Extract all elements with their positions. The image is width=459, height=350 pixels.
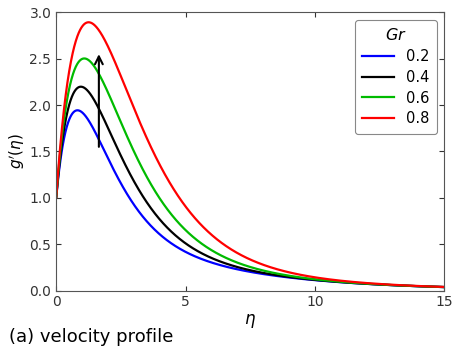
0.2 (53, 196, 59, 200)
0.4 (242, 267, 247, 271)
0.4 (358, 281, 364, 286)
0.8 (430, 285, 435, 289)
0.6 (429, 285, 435, 289)
Y-axis label: $g^{\prime}(\eta)$: $g^{\prime}(\eta)$ (7, 133, 27, 169)
0.2 (73, 108, 78, 113)
Line: 0.6: 0.6 (56, 58, 443, 287)
0.2 (242, 269, 247, 273)
X-axis label: $\eta$: $\eta$ (244, 312, 256, 330)
0.4 (430, 285, 435, 289)
0.2 (75, 108, 80, 112)
0.6 (231, 260, 237, 264)
0.8 (358, 281, 364, 285)
0.2 (429, 285, 435, 289)
0.4 (53, 196, 59, 200)
0.8 (242, 255, 247, 259)
0.2 (430, 285, 435, 289)
0.2 (231, 267, 237, 271)
0.4 (78, 85, 84, 89)
0.8 (86, 20, 91, 24)
Line: 0.4: 0.4 (56, 87, 443, 287)
0.8 (441, 285, 446, 289)
0.6 (242, 263, 247, 267)
Legend: 0.2, 0.4, 0.6, 0.8: 0.2, 0.4, 0.6, 0.8 (354, 20, 436, 134)
0.6 (53, 196, 59, 200)
Text: (a) velocity profile: (a) velocity profile (9, 329, 173, 346)
0.4 (429, 285, 435, 289)
0.6 (441, 285, 446, 289)
Line: 0.2: 0.2 (56, 110, 443, 287)
0.8 (231, 250, 237, 254)
0.8 (73, 38, 78, 43)
0.6 (73, 64, 78, 69)
0.8 (53, 196, 59, 200)
0.4 (441, 285, 446, 289)
Line: 0.8: 0.8 (56, 22, 443, 287)
0.6 (430, 285, 435, 289)
0.4 (231, 264, 237, 268)
0.2 (441, 285, 446, 289)
0.8 (429, 285, 435, 289)
0.4 (73, 87, 78, 91)
0.2 (358, 281, 364, 286)
0.6 (358, 281, 364, 286)
0.6 (81, 56, 87, 61)
